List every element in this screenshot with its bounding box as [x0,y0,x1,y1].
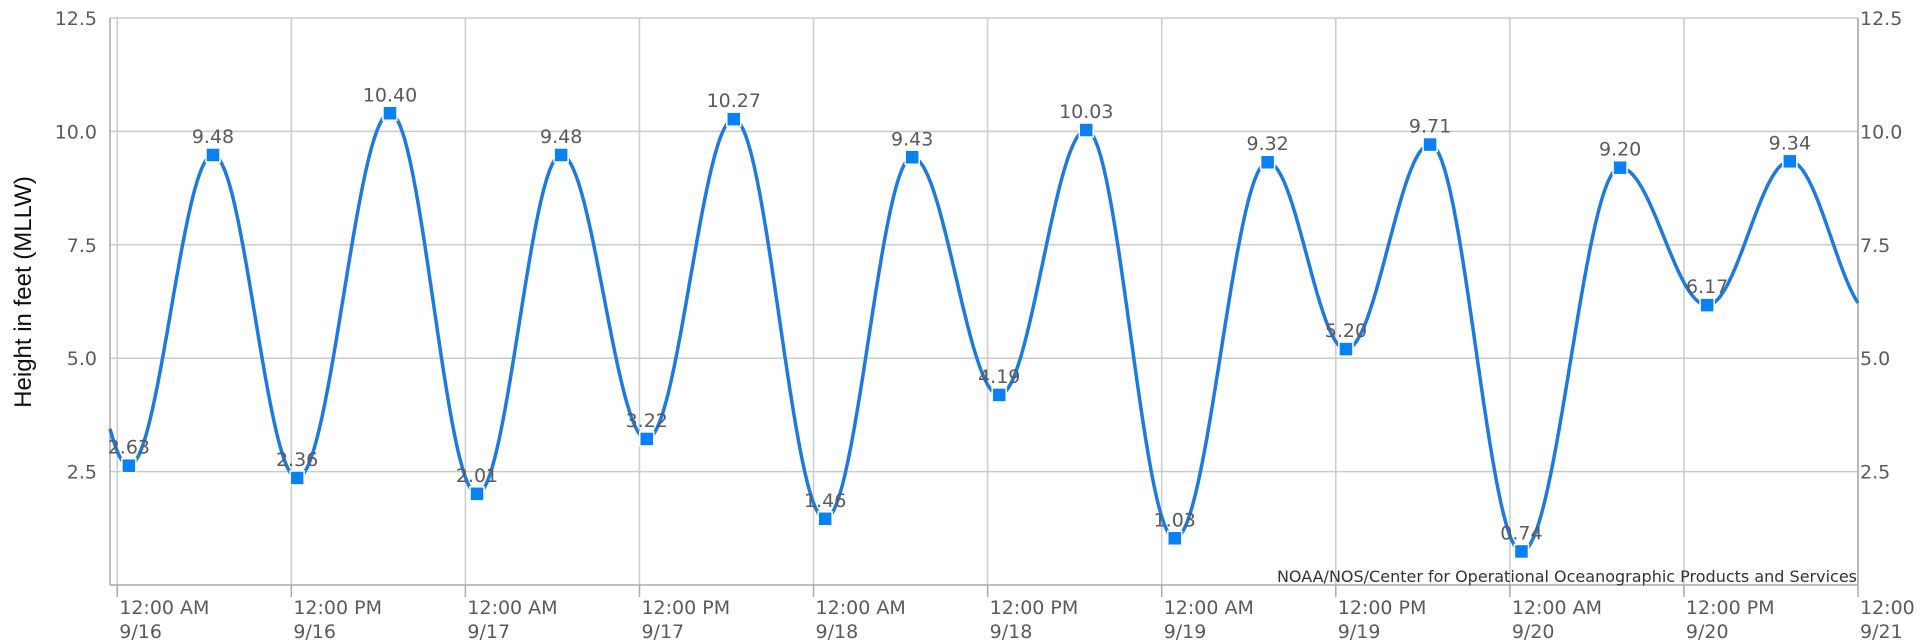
y-tick-label-left: 2.5 [67,462,97,484]
y-tick-label-right: 5.0 [1860,348,1890,370]
data-label: 10.27 [707,90,761,112]
x-tick-date: 9/16 [293,621,336,643]
data-point [1513,543,1530,560]
y-tick-label-right: 2.5 [1860,462,1890,484]
data-label: 1.46 [804,490,846,512]
data-label: 0.74 [1500,522,1542,544]
data-point [904,149,920,166]
x-tick-time: 12:00 AM [467,597,557,619]
data-point [1338,341,1354,357]
data-label: 9.32 [1246,133,1288,155]
x-tick-date: 9/20 [1686,621,1729,643]
x-tick-time: 12:00 AM [1164,597,1254,619]
x-tick-time: 12:00 PM [990,597,1079,619]
x-tick-date: 9/18 [816,621,859,643]
x-tick-time: 12:00 PM [641,597,730,619]
x-tick-date: 9/21 [1860,621,1903,643]
data-point [205,147,221,163]
data-label: 6.17 [1686,276,1728,298]
data-point [121,457,137,474]
y-axis-title: Height in feet (MLLW) [10,176,37,408]
data-labels: 2.63 9.48 2.36 10.40 2.01 9.48 3.22 10.27 1.46 9.… [108,84,1811,544]
data-point [1167,530,1183,547]
data-label: 1.03 [1154,509,1196,531]
data-point [817,511,833,527]
y-tick-label-right: 10.0 [1860,121,1902,143]
grid [109,17,1859,597]
y-tick-label-left: 5.0 [67,348,97,370]
data-label: 4.19 [978,366,1020,388]
data-label: 3.22 [626,410,668,432]
x-tick-date: 9/19 [1164,621,1207,643]
x-tick-time: 12:00 PM [1686,597,1775,619]
y-tick-label-left: 7.5 [67,235,97,257]
data-markers [121,105,1798,560]
x-tick-time: 12:00 AM [119,597,209,619]
data-label: 2.36 [276,449,318,471]
y-axis-left: 2.5 5.0 7.5 10.0 12.5 [55,8,97,484]
x-tick-time: 12:00 AM [1512,597,1602,619]
x-tick-date: 9/17 [641,621,684,643]
data-label: 2.63 [108,437,150,459]
data-point [289,470,305,486]
tide-series-line [108,111,1860,554]
y-tick-label-right: 7.5 [1860,235,1890,257]
data-point [638,431,655,447]
x-tick-time: 12:00 PM [1338,597,1427,619]
data-label: 9.48 [540,126,582,148]
y-tick-label-left: 12.5 [55,8,97,30]
data-label: 10.03 [1059,101,1113,123]
x-tick-date: 9/18 [990,621,1033,643]
data-point [382,105,398,122]
x-tick-date: 9/16 [119,621,162,643]
data-label: 5.20 [1325,320,1367,342]
data-label: 9.43 [891,128,933,150]
data-label: 9.20 [1599,139,1641,161]
y-tick-label-left: 10.0 [55,121,97,143]
data-point [553,147,569,163]
data-point [1612,159,1628,176]
x-tick-date: 9/20 [1512,621,1555,643]
data-point [469,486,485,502]
y-axis-right: 2.5 5.0 7.5 10.0 12.5 [1860,8,1902,484]
data-point [1422,136,1438,153]
data-label: 9.71 [1409,116,1451,138]
credit-text: NOAA/NOS/Center for Operational Oceanogr… [1277,567,1857,586]
data-point [1078,122,1095,138]
data-label: 9.48 [192,126,234,148]
data-label: 9.34 [1769,132,1811,154]
data-point [991,387,1007,403]
x-tick-time: 12:00 AM [816,597,906,619]
x-tick-time: 12:00 [1860,597,1915,619]
data-label: 10.40 [363,84,417,106]
y-tick-label-right: 12.5 [1860,8,1902,30]
data-point [1699,297,1715,313]
data-point [1259,154,1276,170]
x-tick-time: 12:00 PM [293,597,382,619]
data-point [726,111,742,127]
data-point [1782,153,1798,170]
data-label: 2.01 [456,465,498,487]
x-tick-date: 9/19 [1338,621,1381,643]
x-tick-date: 9/17 [467,621,510,643]
